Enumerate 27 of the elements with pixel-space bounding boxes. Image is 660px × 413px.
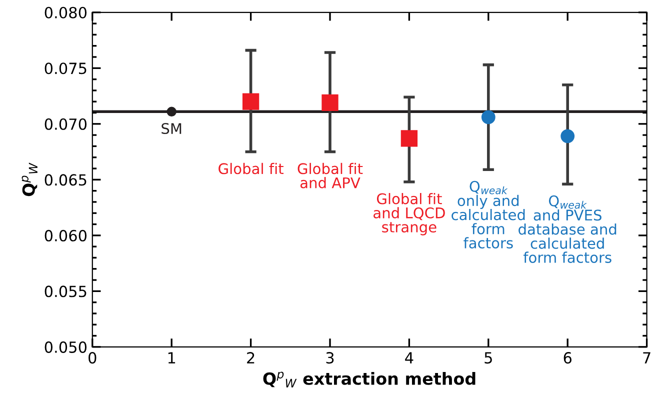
annotation: Global fit and LQCD strange [374, 192, 445, 236]
point [242, 93, 260, 110]
x-axis-title: Q$^{p}$$_{W}$ extraction method [263, 372, 476, 388]
y-axis-title: Q$^{p}$$_{W}$ [22, 162, 38, 196]
point [322, 94, 338, 112]
y-tick-label: 0.065 [44, 174, 86, 186]
point [481, 110, 496, 124]
y-tick-label: 0.070 [44, 118, 87, 130]
y-tick-label: 0.050 [44, 341, 87, 353]
y-tick-label: 0.055 [44, 286, 86, 298]
x-tick-label: 7 [643, 352, 650, 364]
x-tick-label: 6 [564, 352, 572, 364]
annotation: SM [162, 123, 182, 134]
x-tick-label: 4 [405, 352, 414, 364]
x-tick-label: 2 [247, 352, 254, 364]
point [400, 130, 418, 147]
y-tick-label: 0.060 [44, 230, 87, 242]
x-tick-label: 0 [88, 352, 96, 364]
y-tick-label: 0.075 [44, 62, 86, 74]
annotation: Global fit and APV [298, 162, 363, 188]
x-tick-label: 5 [484, 352, 492, 364]
y-tick-label: 0.080 [44, 6, 87, 18]
x-tick-label: 3 [326, 352, 334, 364]
annotation: Global fit [218, 162, 284, 174]
x-tick-label: 1 [168, 352, 176, 364]
point [166, 106, 176, 116]
point [560, 129, 575, 144]
